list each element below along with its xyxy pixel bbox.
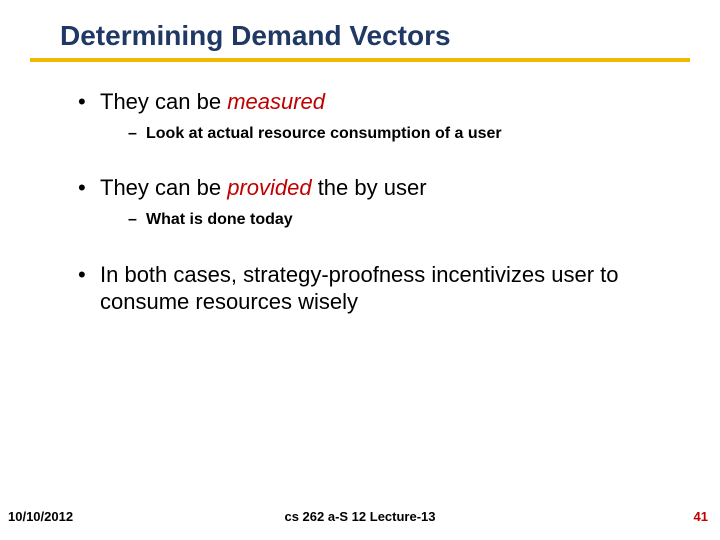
slide-content: They can be measured Look at actual reso…: [0, 88, 720, 316]
bullet-text-emph: measured: [227, 89, 325, 114]
footer-lecture: cs 262 a-S 12 Lecture-13: [0, 509, 720, 524]
bullet-level-2: Look at actual resource consumption of a…: [50, 124, 670, 145]
bullet-text-emph: provided: [227, 175, 311, 200]
bullet-level-1: They can be measured: [50, 88, 670, 116]
bullet-level-2: What is done today: [50, 210, 670, 231]
slide: Determining Demand Vectors They can be m…: [0, 0, 720, 540]
bullet-level-1: In both cases, strategy-proofness incent…: [50, 261, 670, 316]
bullet-group: They can be provided the by user What is…: [50, 174, 670, 230]
bullet-text-pre: They can be: [100, 175, 227, 200]
bullet-text-post: the by user: [312, 175, 427, 200]
footer-page-number: 41: [694, 509, 708, 524]
bullet-text-pre: In both cases, strategy-proofness incent…: [100, 262, 618, 315]
slide-title: Determining Demand Vectors: [0, 20, 720, 52]
bullet-level-1: They can be provided the by user: [50, 174, 670, 202]
bullet-text-pre: They can be: [100, 89, 227, 114]
bullet-group: They can be measured Look at actual reso…: [50, 88, 670, 144]
title-underline: [30, 58, 690, 62]
bullet-group: In both cases, strategy-proofness incent…: [50, 261, 670, 316]
